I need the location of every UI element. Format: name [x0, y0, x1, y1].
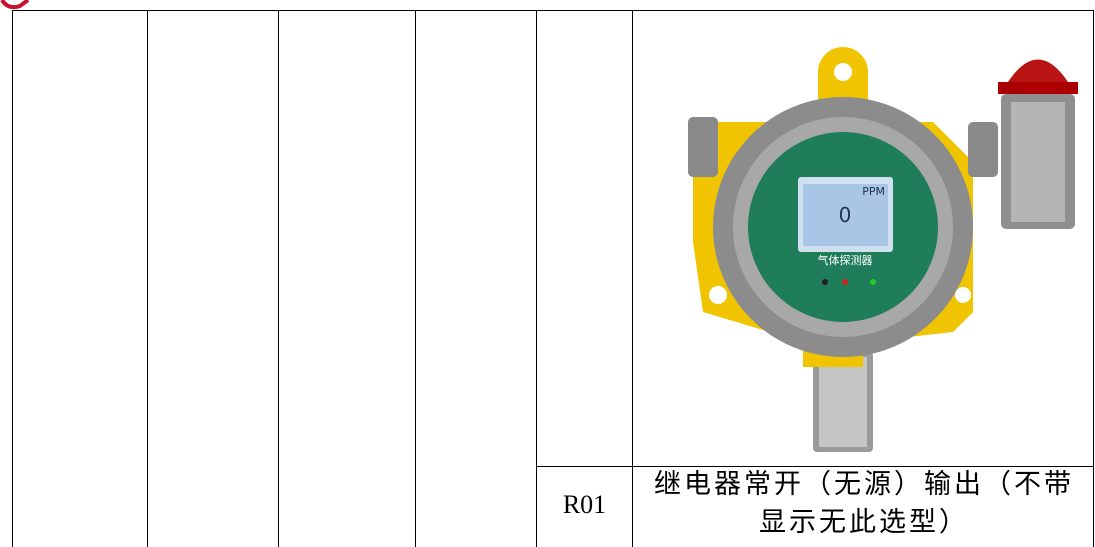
column-divider — [147, 10, 148, 547]
logo-fragment — [0, 0, 30, 10]
device-label: 气体探测器 — [818, 253, 873, 267]
lcd-reading: 0 — [839, 203, 852, 227]
option-description: 继电器常开（无源）输出（不带显示无此选型） — [654, 469, 1074, 538]
column-divider — [1093, 10, 1094, 547]
column-divider — [536, 10, 537, 547]
gas-detector-image: PPM 0 气体探测器 — [688, 47, 1078, 452]
row-divider — [536, 466, 1094, 467]
lcd-unit: PPM — [862, 185, 885, 198]
column-divider — [632, 10, 633, 547]
option-code: R01 — [562, 490, 607, 519]
column-divider — [12, 10, 13, 547]
table-border — [12, 10, 1094, 11]
column-divider — [415, 10, 416, 547]
column-divider — [278, 10, 279, 547]
